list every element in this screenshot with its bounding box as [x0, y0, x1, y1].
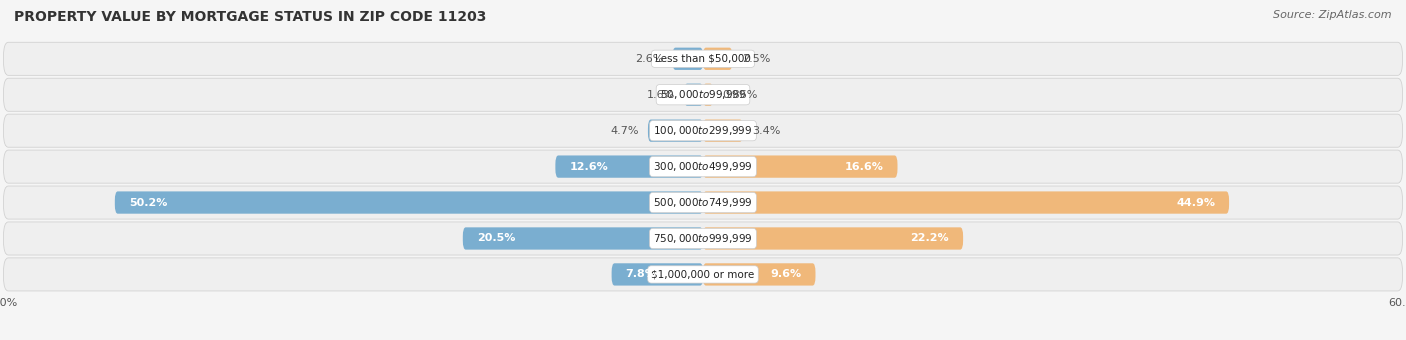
- FancyBboxPatch shape: [3, 78, 1403, 111]
- FancyBboxPatch shape: [612, 263, 703, 286]
- Text: $50,000 to $99,999: $50,000 to $99,999: [659, 88, 747, 101]
- Text: 2.6%: 2.6%: [634, 54, 664, 64]
- Text: $500,000 to $749,999: $500,000 to $749,999: [654, 196, 752, 209]
- Text: $100,000 to $299,999: $100,000 to $299,999: [654, 124, 752, 137]
- Text: 7.8%: 7.8%: [626, 269, 657, 279]
- Text: $1,000,000 or more: $1,000,000 or more: [651, 269, 755, 279]
- Text: Source: ZipAtlas.com: Source: ZipAtlas.com: [1274, 10, 1392, 20]
- FancyBboxPatch shape: [115, 191, 703, 214]
- Text: PROPERTY VALUE BY MORTGAGE STATUS IN ZIP CODE 11203: PROPERTY VALUE BY MORTGAGE STATUS IN ZIP…: [14, 10, 486, 24]
- FancyBboxPatch shape: [3, 186, 1403, 219]
- Text: 50.2%: 50.2%: [129, 198, 167, 207]
- FancyBboxPatch shape: [703, 155, 897, 178]
- FancyBboxPatch shape: [672, 48, 703, 70]
- Text: 9.6%: 9.6%: [770, 269, 801, 279]
- FancyBboxPatch shape: [703, 48, 733, 70]
- FancyBboxPatch shape: [703, 120, 742, 142]
- FancyBboxPatch shape: [3, 222, 1403, 255]
- Text: 4.7%: 4.7%: [610, 126, 638, 136]
- Text: $750,000 to $999,999: $750,000 to $999,999: [654, 232, 752, 245]
- FancyBboxPatch shape: [703, 227, 963, 250]
- FancyBboxPatch shape: [3, 114, 1403, 147]
- Text: 2.5%: 2.5%: [742, 54, 770, 64]
- FancyBboxPatch shape: [3, 258, 1403, 291]
- FancyBboxPatch shape: [463, 227, 703, 250]
- FancyBboxPatch shape: [555, 155, 703, 178]
- Text: 20.5%: 20.5%: [477, 234, 515, 243]
- FancyBboxPatch shape: [3, 42, 1403, 75]
- Text: 3.4%: 3.4%: [752, 126, 780, 136]
- FancyBboxPatch shape: [3, 150, 1403, 183]
- Text: Less than $50,000: Less than $50,000: [655, 54, 751, 64]
- Text: 0.86%: 0.86%: [723, 90, 758, 100]
- FancyBboxPatch shape: [703, 191, 1229, 214]
- FancyBboxPatch shape: [685, 84, 703, 106]
- Text: 16.6%: 16.6%: [845, 162, 883, 172]
- Text: 44.9%: 44.9%: [1175, 198, 1215, 207]
- FancyBboxPatch shape: [703, 84, 713, 106]
- FancyBboxPatch shape: [703, 263, 815, 286]
- Text: $300,000 to $499,999: $300,000 to $499,999: [654, 160, 752, 173]
- Text: 1.6%: 1.6%: [647, 90, 675, 100]
- FancyBboxPatch shape: [648, 120, 703, 142]
- Text: 22.2%: 22.2%: [911, 234, 949, 243]
- Text: 12.6%: 12.6%: [569, 162, 609, 172]
